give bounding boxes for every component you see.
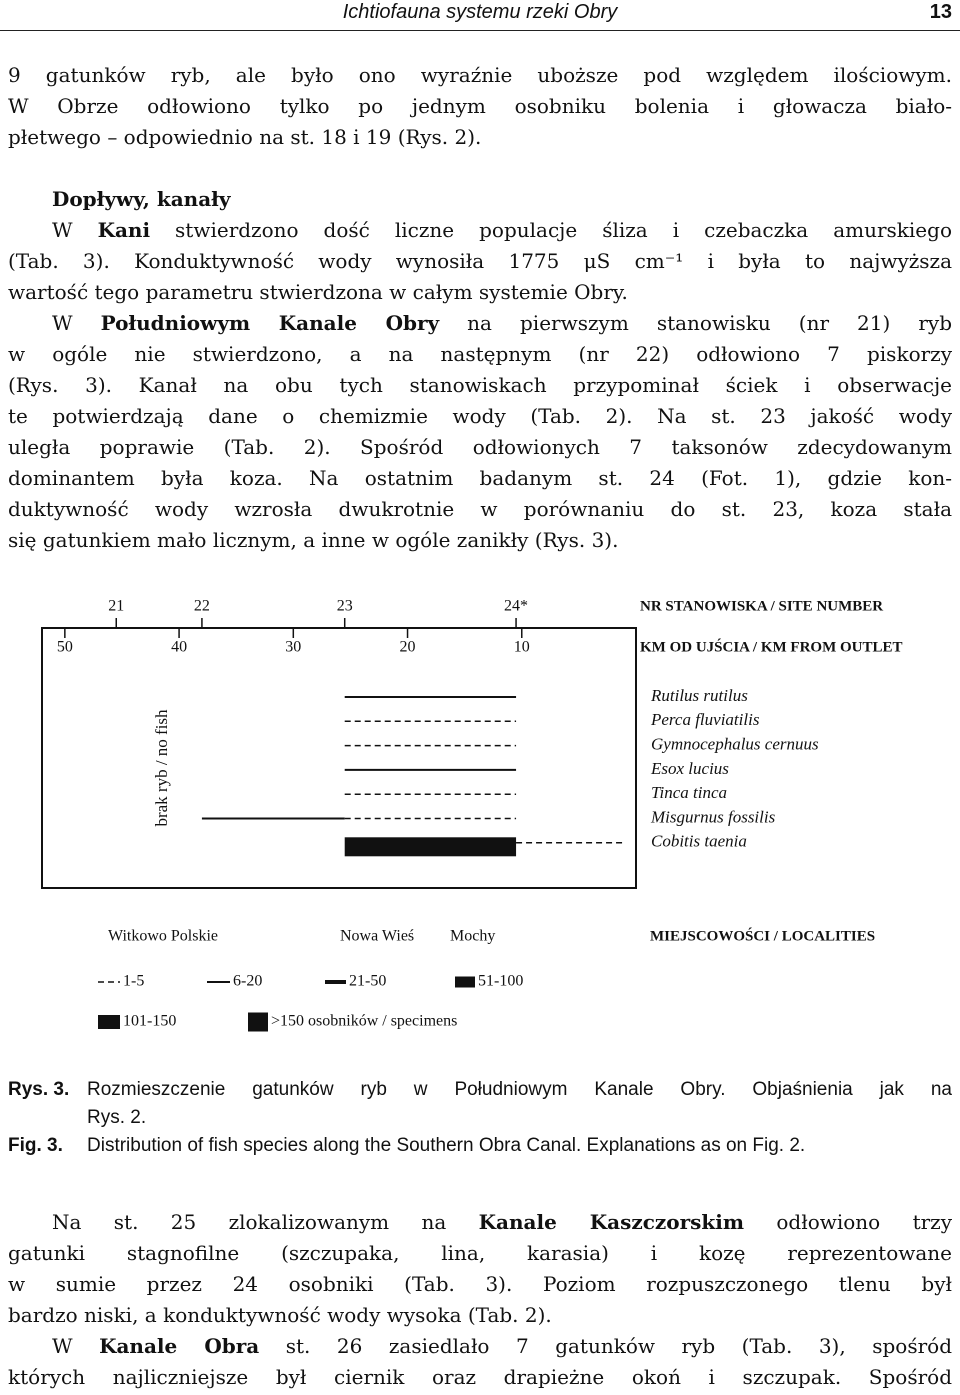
bold-run: Południowym Kanale Obry <box>100 311 440 335</box>
km-tick-label: 40 <box>171 639 187 656</box>
text-line: wartość tego parametru stwierdzona w cał… <box>8 280 628 304</box>
text-line: Rozmieszczenie gatunków ryb w Południowy… <box>87 1079 952 1100</box>
running-header: Ichtiofauna systemu rzeki Obry 13 <box>0 0 960 31</box>
text-line: dominantem była koza. Na ostatnim badany… <box>8 466 952 490</box>
text-line: W Południowym Kanale Obry na pierwszym s… <box>8 308 952 339</box>
paragraph: W Kanale Obra st. 26 zasiedlało 7 gatunk… <box>8 1331 952 1393</box>
text-run: st. 26 zasiedlało 7 gatunków ryb (Tab. 3… <box>259 1334 952 1358</box>
text-line: Rys. 2. <box>87 1107 147 1128</box>
text-line: bardzo niski, a konduktywność wody wysok… <box>8 1303 552 1327</box>
species-name: Perca fluviatilis <box>650 710 760 729</box>
locality: Nowa Wieś <box>340 928 414 945</box>
text-line: Distribution of fish species along the S… <box>87 1135 806 1156</box>
abundance-mark <box>344 837 517 857</box>
bold-run: Kani <box>97 218 151 242</box>
legend-label: 6-20 <box>233 973 262 990</box>
text-line: płetwego – odpowiednio na st. 18 i 19 (R… <box>8 125 482 149</box>
legend-label: 21-50 <box>349 973 386 990</box>
axis-label: MIEJSCOWOŚCI / LOCALITIES <box>650 927 875 944</box>
caption-text: Rozmieszczenie gatunków ryb w Południowy… <box>87 1076 952 1132</box>
abundance-mark <box>455 976 475 988</box>
legend-label: 51-100 <box>478 973 523 990</box>
species-name: Tinca tinca <box>651 783 727 802</box>
site-label: 21 <box>108 598 124 615</box>
species-name: Gymnocephalus cernuus <box>651 735 819 754</box>
text-run: odłowiono trzy <box>744 1210 952 1234</box>
species-name: Rutilus rutilus <box>650 686 748 705</box>
text-line: te potwierdzają dane o chemizmie wody (T… <box>8 404 952 428</box>
site-label: 24* <box>504 598 528 615</box>
caption-label: Rys. 3. <box>8 1079 70 1100</box>
km-tick-label: 10 <box>514 639 530 656</box>
locality: Mochy <box>450 928 495 945</box>
bold-run: Kanale Kaszczorskim <box>478 1210 745 1234</box>
text-line: w ogóle nie stwierdzono, a na następnym … <box>8 342 952 366</box>
text-line: W Kani stwierdzono dość liczne populacje… <box>8 215 952 246</box>
text-line: się gatunkiem mało licznym, a inne w ogó… <box>8 528 619 552</box>
body-top: 9 gatunków ryb, ale było ono wyraźnie ub… <box>8 60 952 556</box>
bold-run: Kanale Obra <box>99 1334 260 1358</box>
text-run: W <box>52 218 98 242</box>
legend-label: >150 osobników / specimens <box>271 1013 457 1030</box>
caption-en: Fig. 3. Distribution of fish species alo… <box>8 1132 952 1160</box>
text-line: Na st. 25 zlokalizowanym na Kanale Kaszc… <box>8 1207 952 1238</box>
site-label: 23 <box>337 598 353 615</box>
text-line: uległa poprawie (Tab. 2). Spośród odłowi… <box>8 435 952 459</box>
caption-pl: Rys. 3. Rozmieszczenie gatunków ryb w Po… <box>8 1076 952 1132</box>
site-label: 22 <box>194 598 210 615</box>
species-name: Misgurnus fossilis <box>650 807 776 826</box>
abundance-mark <box>248 1012 268 1032</box>
paragraph: W Kani stwierdzono dość liczne populacje… <box>8 215 952 308</box>
text-line: (Tab. 3). Konduktywność wody wynosiła 17… <box>8 249 952 273</box>
km-tick-label: 20 <box>400 639 416 656</box>
caption-label: Fig. 3. <box>8 1135 63 1156</box>
legend-label: 101-150 <box>123 1013 176 1030</box>
abundance-mark <box>98 1015 120 1029</box>
section-heading: Dopływy, kanały <box>52 187 231 211</box>
species-name: Esox lucius <box>650 759 729 778</box>
caption-text: Distribution of fish species along the S… <box>87 1132 952 1160</box>
km-tick-label: 50 <box>57 639 73 656</box>
locality: Witkowo Polskie <box>108 928 218 945</box>
plot-frame <box>41 627 637 889</box>
axis-label: KM OD UJŚCIA / KM FROM OUTLET <box>640 638 903 655</box>
figure: NR STANOWISKA / SITE NUMBER 21 22 23 24* KM O… <box>41 598 903 1032</box>
text-run: na pierwszym stanowisku (nr 21) ryb <box>439 311 952 335</box>
paragraph: 9 gatunków ryb, ale było ono wyraźnie ub… <box>8 60 952 153</box>
axis-label: NR STANOWISKA / SITE NUMBER <box>640 598 883 614</box>
text-line: W Kanale Obra st. 26 zasiedlało 7 gatunk… <box>8 1331 952 1362</box>
text-run: Na st. 25 zlokalizowanym na <box>52 1210 479 1234</box>
text-line: gatunki stagnofilne (szczupaka, lina, ka… <box>8 1241 952 1265</box>
text-line: duktywność wody wzrosła dwukrotnie w por… <box>8 497 952 521</box>
text-line: których najliczniejsze był ciernik oraz … <box>8 1365 952 1389</box>
no-fish-label: brak ryb / no fish <box>152 709 171 827</box>
species-name: Cobitis taenia <box>651 832 747 851</box>
text-run: stwierdzono dość liczne populacje śliza … <box>150 218 952 242</box>
text-line: 9 gatunków ryb, ale było ono wyraźnie ub… <box>8 63 952 87</box>
km-tick-label: 30 <box>285 639 301 656</box>
text-line: W Obrze odłowiono tylko po jednym osobni… <box>8 94 952 118</box>
paragraph: Na st. 25 zlokalizowanym na Kanale Kaszc… <box>8 1207 952 1331</box>
body-bottom: Na st. 25 zlokalizowanym na Kanale Kaszc… <box>8 1207 952 1393</box>
text-run: W <box>52 311 101 335</box>
text-line: (Rys. 3). Kanał na obu tych stanowiskach… <box>8 373 952 397</box>
header-title: Ichtiofauna systemu rzeki Obry <box>342 1 618 23</box>
text-line: w sumie przez 24 osobniki (Tab. 3). Pozi… <box>8 1272 952 1296</box>
text-run: W <box>52 1334 100 1358</box>
paragraph: W Południowym Kanale Obry na pierwszym s… <box>8 308 952 556</box>
legend-label: 1-5 <box>123 973 144 990</box>
page-number: 13 <box>929 1 952 23</box>
